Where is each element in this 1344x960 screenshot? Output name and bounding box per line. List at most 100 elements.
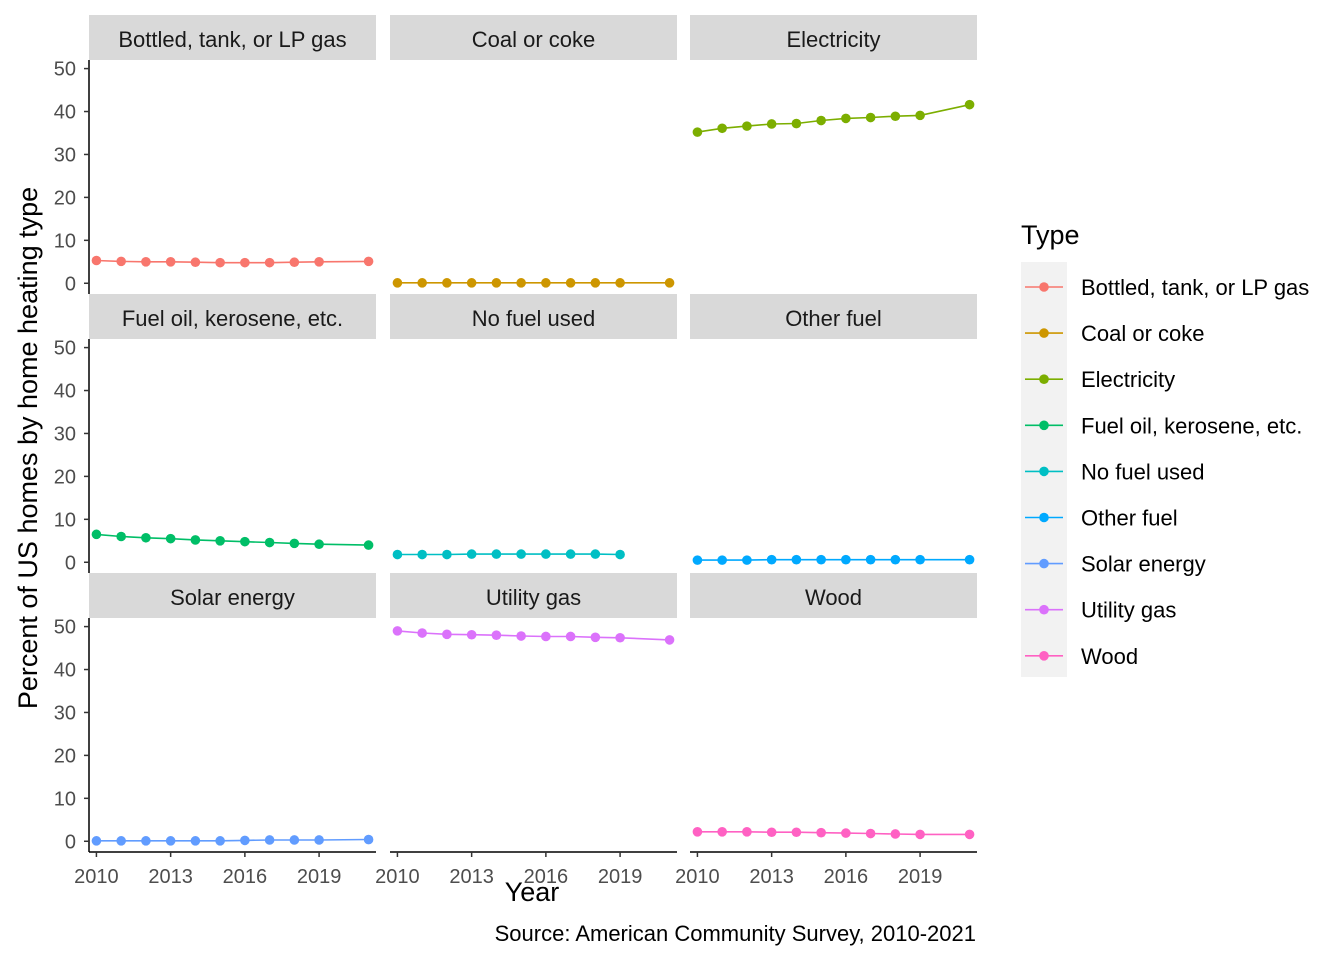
y-tick-label: 0 [65,273,76,295]
y-tick-label: 0 [65,552,76,574]
y-tick-label: 10 [54,788,76,810]
y-tick-label: 30 [54,423,76,445]
facet-strip [690,15,977,60]
data-point [314,539,324,550]
legend-items: Bottled, tank, or LP gas Coal or coke Elec… [1025,275,1309,669]
data-point [717,827,727,837]
facet-strip-label: Solar energy [170,585,295,610]
y-tick-label: 40 [54,102,76,124]
data-point [865,554,876,565]
data-point [791,118,802,129]
data-point [314,256,324,267]
x-tick-label: 2010 [675,866,720,888]
data-point [541,631,551,642]
legend-label: No fuel used [1081,459,1205,484]
data-point [791,827,802,838]
data-point [516,631,526,641]
data-point [466,549,477,559]
legend-label: Solar energy [1081,552,1206,577]
legend-item-bottled-tank-or-lp-gas: Bottled, tank, or LP gas [1025,275,1309,300]
x-tick-label: 2010 [74,866,119,888]
legend-key-point [1039,282,1049,292]
facet-panel-utility-gas: Utility gas 2010 2013 2016 2019 [375,573,677,888]
series-line-fuel-oil-kerosene-etc [96,533,369,546]
data-point [289,835,300,845]
data-point [541,549,551,559]
data-point [565,631,576,642]
data-point [190,257,201,268]
data-point [590,632,601,643]
data-point [392,626,403,636]
legend-key-point [1039,466,1049,477]
legend-label: Wood [1081,644,1138,669]
data-point [491,630,502,640]
legend-item-wood: Wood [1025,644,1138,669]
data-point [165,533,176,544]
data-point [91,836,102,846]
data-point [264,835,275,845]
facet-panel-bottled-tank-or-lp-gas: Bottled, tank, or LP gas 0 10 20 30 40 50 [54,15,376,295]
facet-panel-fuel-oil-kerosene-etc: Fuel oil, kerosene, etc. 0 10 20 30 40 50 [54,294,376,574]
legend-label: Electricity [1081,367,1175,392]
legend-item-other-fuel: Other fuel [1025,506,1178,531]
legend-title: Type [1021,220,1080,250]
legend-item-utility-gas: Utility gas [1025,598,1176,623]
data-point [190,535,201,545]
facet-strip [89,294,376,339]
x-tick-label: 2013 [749,866,794,888]
x-tick-label: 2016 [223,866,268,888]
data-point [116,836,126,846]
data-point [915,554,925,565]
y-tick-label: 50 [54,338,76,360]
data-point [964,829,975,840]
data-point [692,827,703,837]
data-point [363,540,374,550]
data-point [615,278,625,288]
legend-label: Coal or coke [1081,321,1205,346]
data-point [215,257,225,268]
facet-panel-solar-energy: Solar energy 0 10 20 30 40 50 2010 2013 2016 2019 [54,573,376,888]
facet-panels: Bottled, tank, or LP gas 0 10 20 30 40 50 Coal … [54,15,977,888]
data-point [915,110,925,121]
data-point [890,554,901,565]
x-tick-label: 2016 [524,866,569,888]
y-tick-label: 50 [54,59,76,81]
legend-key-point [1039,558,1049,569]
data-point [816,554,826,565]
chart-caption: Source: American Community Survey, 2010-… [495,921,976,946]
data-point [516,549,526,559]
data-point [141,532,151,543]
data-point [417,549,427,560]
legend-key-point [1039,604,1049,615]
legend-item-solar-energy: Solar energy [1025,552,1206,577]
y-tick-label: 40 [54,381,76,403]
facet-panel-no-fuel-used: No fuel used [390,294,677,560]
series-line-electricity [697,103,970,133]
facet-strip-label: Fuel oil, kerosene, etc. [122,306,343,331]
data-point [141,256,151,267]
data-point [590,278,601,288]
facet-strip-label: Bottled, tank, or LP gas [118,27,346,52]
data-point [615,549,625,560]
y-tick-label: 20 [54,745,76,767]
x-tick-label: 2016 [824,866,869,888]
data-point [766,554,777,565]
data-point [692,555,703,565]
data-point [392,549,403,560]
data-point [742,121,752,131]
data-point [264,257,275,268]
x-tick-label: 2019 [297,866,342,888]
legend-item-electricity: Electricity [1025,367,1175,392]
data-point [664,635,675,645]
legend: Type Bottled, tank, or LP gas Coal or cok… [1021,220,1309,677]
data-point [491,278,502,288]
legend-label: Bottled, tank, or LP gas [1081,275,1309,300]
data-point [590,549,601,559]
legend-label: Fuel oil, kerosene, etc. [1081,413,1302,438]
data-point [964,99,975,110]
data-point [190,836,201,846]
data-point [116,256,126,267]
facet-strip [690,573,977,618]
y-tick-label: 30 [54,702,76,724]
